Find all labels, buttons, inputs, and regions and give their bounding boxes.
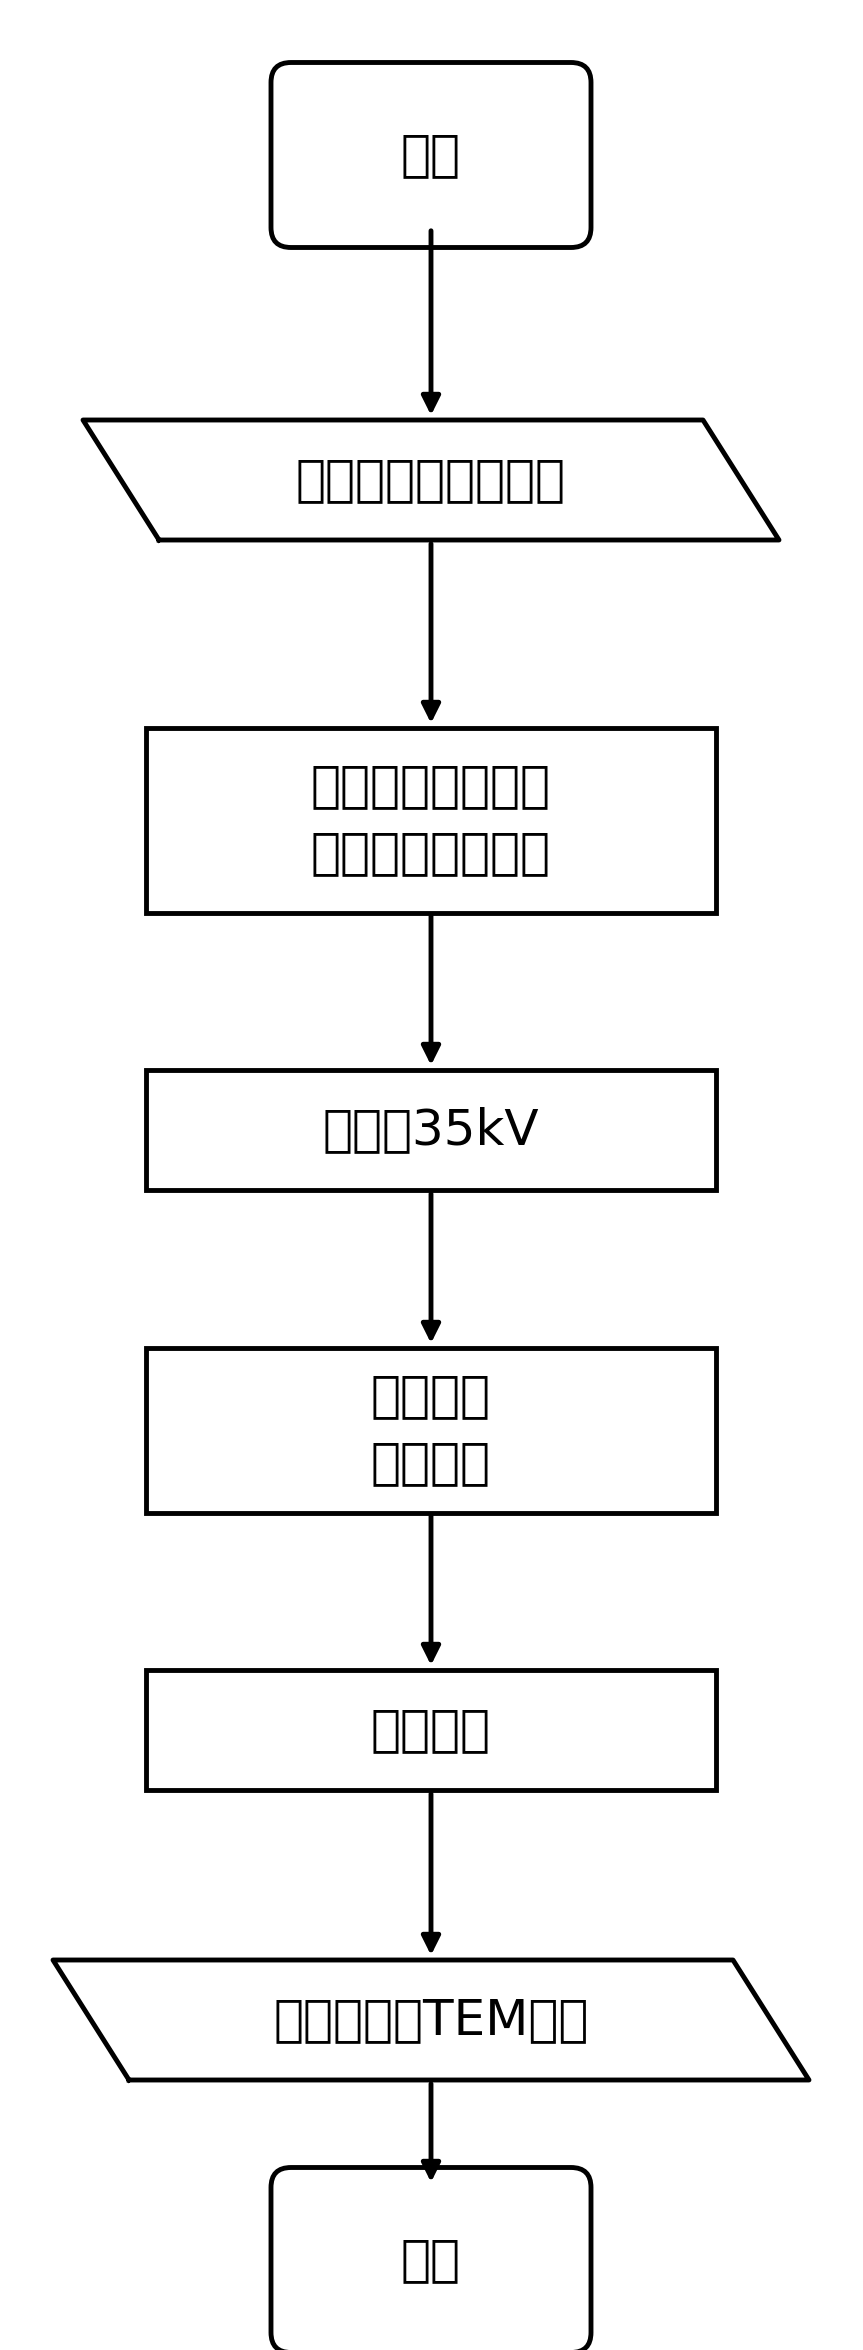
FancyBboxPatch shape: [271, 63, 591, 247]
Bar: [146, 728, 716, 912]
Bar: [146, 1671, 716, 1791]
Text: 开始: 开始: [401, 132, 461, 179]
Polygon shape: [83, 421, 779, 540]
Polygon shape: [53, 1960, 809, 2080]
Text: 充电至35kV: 充电至35kV: [323, 1107, 539, 1154]
Text: 在两个极板间放置
被铜丝缠绕的碳棒: 在两个极板间放置 被铜丝缠绕的碳棒: [311, 761, 551, 877]
Bar: [146, 1347, 716, 1513]
Text: 对产物进行TEM检测: 对产物进行TEM检测: [274, 1995, 589, 2044]
Bar: [146, 1069, 716, 1189]
Text: 收集产物: 收集产物: [371, 1706, 491, 1753]
Text: 结束: 结束: [401, 2235, 461, 2284]
FancyBboxPatch shape: [271, 2167, 591, 2350]
Text: 将铜丝缠绕在碳棒上: 将铜丝缠绕在碳棒上: [296, 456, 566, 503]
Text: 触发间隙
进行放电: 触发间隙 进行放电: [371, 1372, 491, 1488]
